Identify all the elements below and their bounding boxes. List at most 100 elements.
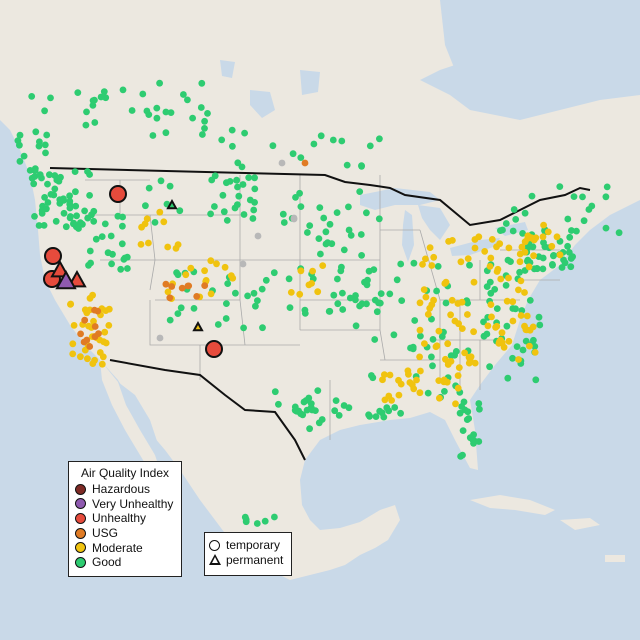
monitor-dot (333, 209, 341, 217)
monitor-dot (388, 397, 395, 404)
monitor-dot (280, 219, 288, 226)
monitor-dot (470, 278, 478, 286)
monitor-dot (96, 349, 104, 356)
monitor-dot (565, 249, 573, 256)
monitor-dot (464, 311, 471, 318)
monitor-dot (224, 280, 232, 287)
monitor-dot (521, 289, 528, 296)
monitor-dot (153, 114, 161, 122)
monitor-dot (502, 220, 510, 227)
monitor-dot (526, 342, 533, 350)
monitor-dot (454, 300, 462, 307)
monitor-dot (160, 218, 168, 226)
monitor-dot (504, 374, 512, 382)
monitor-dot (297, 203, 305, 211)
monitor-dot (424, 310, 432, 318)
monitor-dot (143, 215, 151, 223)
monitor-dot (297, 410, 305, 418)
monitor-dot (488, 236, 496, 243)
monitor-dot (461, 349, 468, 357)
monitor-dot (475, 438, 483, 445)
monitor-dot (338, 137, 346, 145)
monitor-dot (46, 171, 53, 179)
monitor-dot (31, 213, 38, 220)
monitor-dot (66, 204, 74, 212)
monitor-dot (207, 290, 215, 298)
monitor-dot (602, 193, 610, 201)
monitor-dot (580, 217, 588, 225)
monitor-dot (16, 131, 24, 139)
monitor-dot (548, 242, 556, 250)
monitor-dot (365, 267, 373, 275)
monitor-dot (441, 388, 448, 395)
monitor-dot (386, 290, 394, 298)
monitor-dot (105, 322, 113, 329)
monitor-dot (244, 292, 252, 300)
monitor-dot (526, 297, 534, 304)
monitor-dot (523, 312, 531, 320)
monitor-dot (376, 407, 384, 415)
monitor-dot (218, 136, 226, 144)
monitor-dot (305, 394, 313, 402)
monitor-dot (86, 192, 93, 199)
monitor-dot (32, 128, 40, 136)
monitor-dot (428, 353, 435, 361)
monitor-dot (391, 404, 399, 411)
monitor-dot (85, 261, 92, 269)
monitor-dot (346, 294, 354, 302)
monitor-dot (312, 407, 319, 414)
monitor-dot (524, 256, 532, 264)
monitor-dot (444, 340, 452, 348)
monitor-dot (357, 231, 365, 238)
monitor-dot (156, 79, 164, 87)
monitor-dot (428, 301, 436, 309)
monitor-dot (465, 353, 473, 361)
legend-label: Moderate (92, 540, 143, 555)
monitor-dot (393, 276, 401, 284)
monitor-dot (550, 252, 557, 259)
monitor-dot (416, 389, 424, 397)
monitor-dot (222, 315, 230, 322)
monitor-dot (71, 168, 79, 176)
monitor-dot (345, 226, 353, 234)
monitor-dot (332, 397, 340, 404)
monitor-dot (397, 260, 405, 268)
monitor-dot (428, 262, 436, 269)
monitor-dot (108, 260, 115, 268)
monitor-dot (187, 264, 195, 272)
monitor-dot (500, 343, 508, 351)
monitor-dot (407, 344, 414, 352)
monitor-dot (232, 289, 239, 297)
monitor-dot (292, 194, 299, 201)
monitor-dot (517, 312, 525, 319)
monitor-dot (343, 161, 351, 169)
monitor-dot (434, 263, 442, 270)
monitor-dot (603, 183, 611, 191)
monitor-dot (164, 288, 172, 296)
monitor-dot (532, 376, 540, 384)
monitor-dot (314, 288, 322, 296)
monitor-dot (189, 114, 197, 122)
country-borders (49, 167, 591, 461)
monitor-dot (86, 247, 94, 255)
monitor-dot (270, 269, 278, 277)
monitor-dot (28, 93, 36, 100)
monitor-dot (488, 313, 495, 321)
monitor-dot (271, 388, 279, 396)
monitor-dot (522, 337, 530, 345)
legend-item-good: Good (69, 555, 181, 570)
monitor-dot (484, 322, 492, 330)
monitor-dot (35, 142, 43, 150)
monitor-dot (254, 232, 262, 240)
monitor-dot (509, 298, 517, 306)
monitor-dot (529, 243, 537, 251)
monitor-dot (297, 267, 305, 275)
monitor-dot (487, 254, 495, 262)
monitor-dot (531, 349, 539, 356)
monitor-dot (579, 193, 586, 201)
monitor-dot (41, 107, 48, 115)
monitor-dot (77, 330, 84, 338)
monitor-dot (455, 320, 462, 328)
monitor-dot (429, 336, 437, 343)
monitor-dot (334, 275, 341, 283)
